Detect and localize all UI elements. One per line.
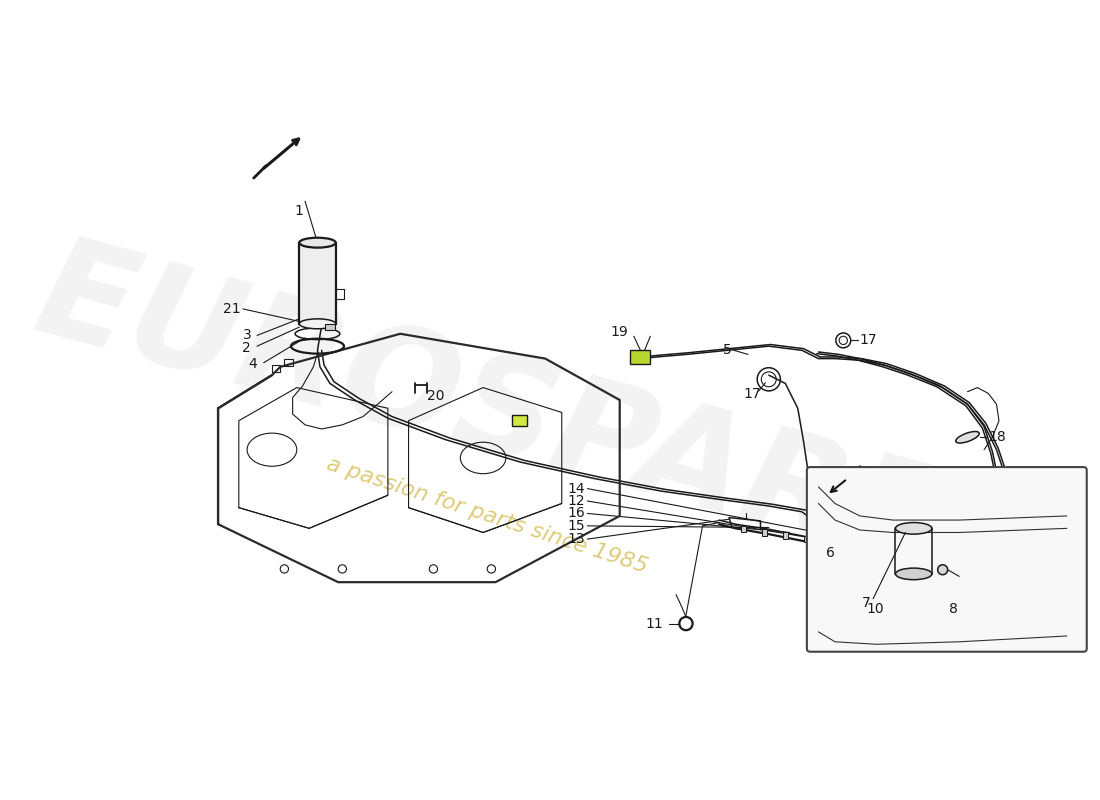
Text: 16: 16: [568, 506, 585, 521]
Ellipse shape: [895, 522, 932, 534]
Ellipse shape: [956, 431, 979, 443]
Text: 11: 11: [645, 617, 663, 630]
Text: 20: 20: [427, 389, 444, 403]
Ellipse shape: [299, 319, 336, 329]
Text: 2: 2: [242, 341, 251, 355]
Text: EUROSPARES: EUROSPARES: [22, 226, 1053, 623]
Text: 18: 18: [988, 430, 1007, 444]
Text: 14: 14: [568, 482, 585, 496]
Bar: [299, 242, 336, 324]
Text: 12: 12: [568, 494, 585, 508]
Text: 7: 7: [862, 596, 871, 610]
Text: 17: 17: [744, 387, 761, 402]
Text: 6: 6: [826, 546, 835, 560]
Text: 19: 19: [610, 325, 628, 339]
Bar: [783, 533, 788, 539]
Ellipse shape: [299, 238, 336, 248]
Text: 3: 3: [242, 329, 251, 342]
Text: 5: 5: [723, 343, 732, 358]
Bar: [804, 536, 808, 542]
Text: 17: 17: [860, 334, 878, 347]
Circle shape: [937, 565, 947, 574]
Ellipse shape: [895, 568, 932, 580]
Text: 13: 13: [568, 532, 585, 546]
Text: 15: 15: [568, 519, 585, 533]
Bar: [741, 526, 747, 533]
Text: 21: 21: [223, 302, 241, 316]
FancyBboxPatch shape: [807, 467, 1087, 652]
Text: 8: 8: [949, 602, 958, 616]
Bar: [513, 415, 527, 426]
Text: a passion for parts since 1985: a passion for parts since 1985: [324, 454, 650, 578]
Bar: [630, 350, 650, 363]
Text: 4: 4: [249, 358, 257, 371]
Bar: [285, 359, 293, 366]
Text: 1: 1: [294, 204, 302, 218]
Bar: [762, 529, 767, 536]
Text: 10: 10: [867, 602, 884, 616]
Bar: [324, 324, 334, 330]
Bar: [272, 366, 280, 372]
